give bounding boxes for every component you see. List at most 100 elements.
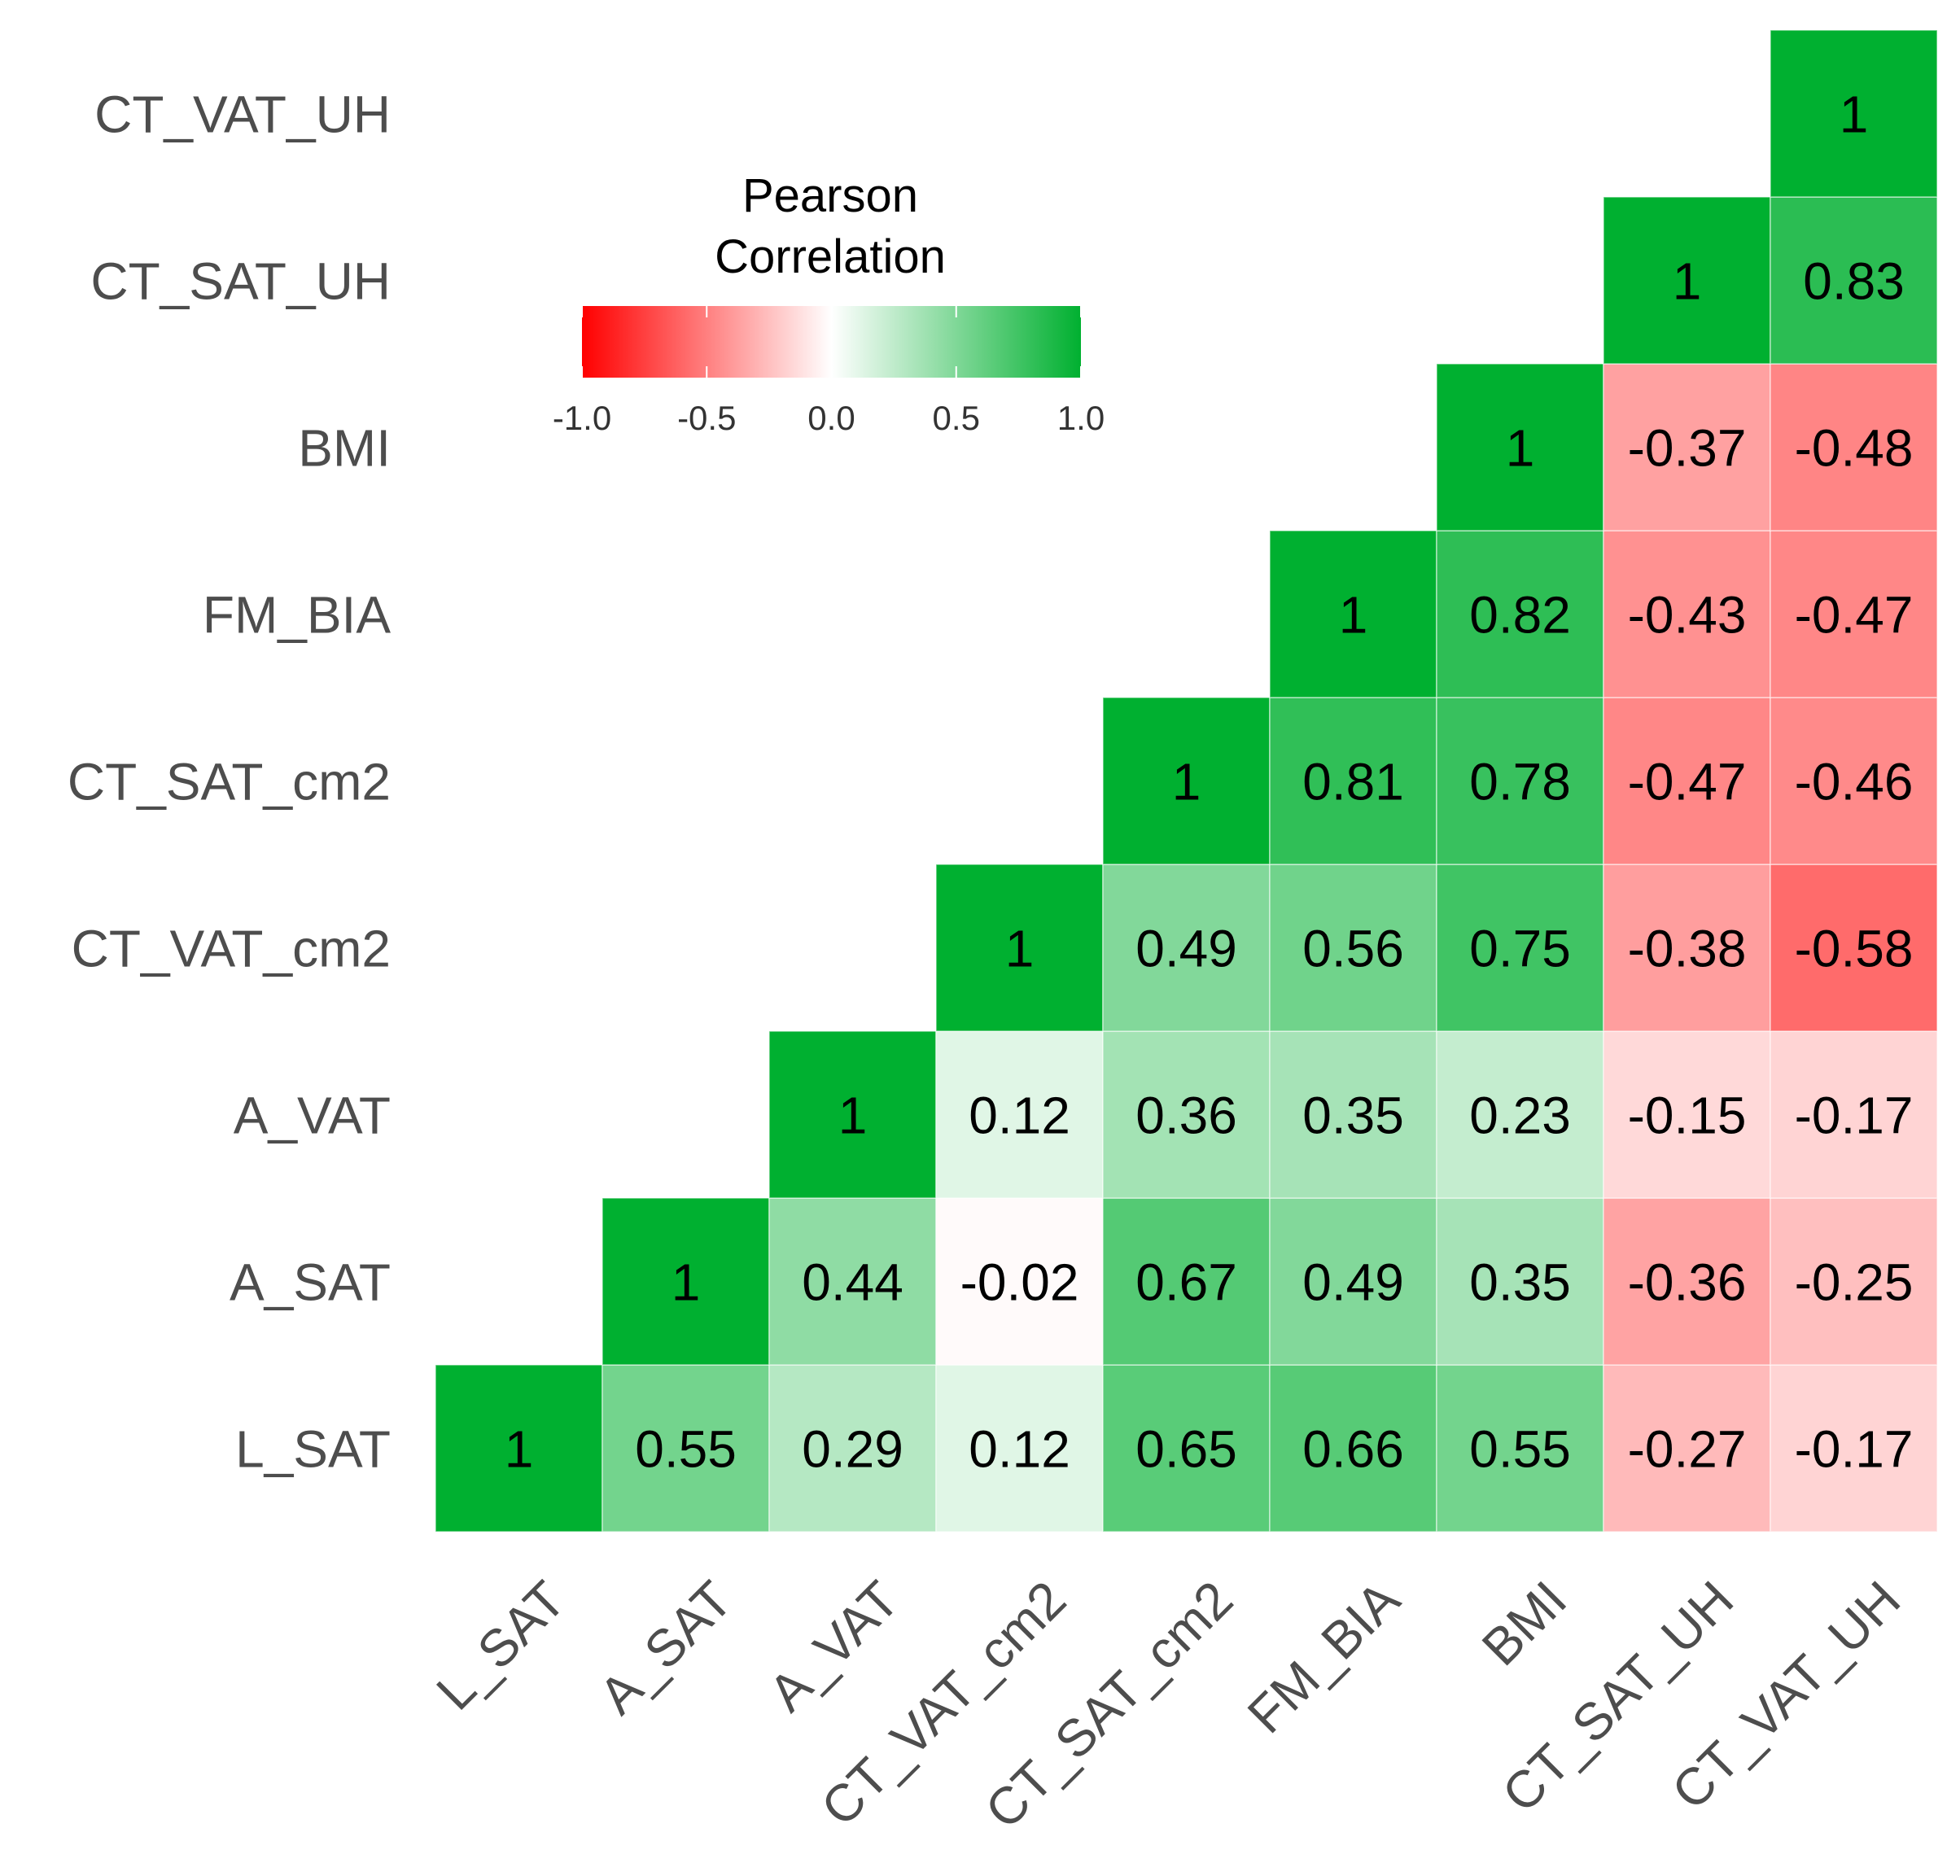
heatmap-cell-CT_VAT_cm2-CT_SAT_UH	[1603, 864, 1771, 1032]
cell-value-CT_VAT_cm2-CT_SAT_cm2: 0.49	[1135, 920, 1237, 978]
heatmap-cell-A_SAT-CT_SAT_cm2	[1102, 1197, 1271, 1366]
legend-tick-label: 1.0	[1057, 399, 1105, 437]
heatmap-cell-CT_SAT_UH-CT_SAT_UH	[1603, 196, 1771, 365]
heatmap-cell-L_SAT-CT_VAT_UH	[1770, 1364, 1938, 1533]
cell-value-A_SAT-A_SAT: 1	[672, 1253, 701, 1312]
legend-title-line-2: Correlation	[715, 230, 946, 283]
x-label-L_SAT: L_SAT	[425, 1570, 576, 1721]
heatmap-cell-A_VAT-CT_VAT_UH	[1770, 1030, 1938, 1199]
cell-value-CT_VAT_cm2-BMI: 0.75	[1469, 920, 1571, 978]
heatmap-cell-A_VAT-FM_BIA	[1269, 1030, 1437, 1199]
cell-value-A_VAT-CT_SAT_cm2: 0.36	[1135, 1087, 1237, 1145]
heatmap-cell-A_SAT-CT_VAT_UH	[1770, 1197, 1938, 1366]
y-label-CT_SAT_cm2: CT_SAT_cm2	[68, 753, 391, 811]
legend-title-line-1: Pearson	[742, 169, 918, 222]
cell-value-A_VAT-A_VAT: 1	[838, 1087, 868, 1145]
cell-value-A_SAT-FM_BIA: 0.49	[1302, 1253, 1404, 1312]
heatmap-cell-FM_BIA-CT_VAT_UH	[1770, 530, 1938, 698]
cell-value-A_VAT-BMI: 0.23	[1469, 1087, 1571, 1145]
y-label-L_SAT: L_SAT	[235, 1420, 391, 1479]
cell-value-CT_SAT_cm2-CT_VAT_UH: -0.46	[1795, 753, 1914, 811]
cell-value-L_SAT-A_SAT: 0.55	[635, 1420, 737, 1479]
cell-value-L_SAT-L_SAT: 1	[505, 1420, 534, 1479]
cell-value-CT_VAT_cm2-FM_BIA: 0.56	[1302, 920, 1404, 978]
cell-value-CT_SAT_cm2-CT_SAT_cm2: 1	[1172, 753, 1201, 811]
heatmap-cell-CT_SAT_cm2-CT_SAT_cm2	[1102, 697, 1271, 865]
x-axis-labels: L_SAT A_SAT A_VATCT_VAT_cm2CT_SAT_cm2FM_BI…	[425, 1570, 1911, 1840]
x-label-A_VAT: A_VAT	[758, 1570, 911, 1723]
cell-value-L_SAT-CT_VAT_UH: -0.17	[1795, 1420, 1914, 1479]
y-label-FM_BIA: FM_BIA	[203, 586, 391, 645]
cell-value-A_SAT-CT_VAT_cm2: -0.02	[960, 1253, 1079, 1312]
heatmap-cell-L_SAT-FM_BIA	[1269, 1364, 1437, 1533]
cell-value-L_SAT-FM_BIA: 0.66	[1302, 1420, 1404, 1479]
cell-value-CT_SAT_cm2-BMI: 0.78	[1469, 753, 1571, 811]
heatmap-cell-L_SAT-CT_VAT_cm2	[935, 1364, 1104, 1533]
heatmap-cell-FM_BIA-FM_BIA	[1269, 530, 1437, 698]
legend-tick-label: 0.0	[807, 399, 855, 437]
heatmap-cell-BMI-CT_SAT_UH	[1603, 363, 1771, 531]
cell-value-BMI-CT_VAT_UH: -0.48	[1795, 419, 1914, 478]
cell-value-BMI-BMI: 1	[1506, 419, 1535, 478]
heatmap-cell-CT_VAT_cm2-CT_VAT_UH	[1770, 864, 1938, 1032]
cell-value-CT_SAT_cm2-CT_SAT_UH: -0.47	[1628, 753, 1747, 811]
heatmap-cell-A_SAT-CT_SAT_UH	[1603, 1197, 1771, 1366]
heatmap-cell-A_SAT-CT_VAT_cm2	[935, 1197, 1104, 1366]
heatmap-cell-L_SAT-CT_SAT_UH	[1603, 1364, 1771, 1533]
cell-value-L_SAT-CT_SAT_cm2: 0.65	[1135, 1420, 1237, 1479]
cell-value-L_SAT-BMI: 0.55	[1469, 1420, 1571, 1479]
heatmap-cell-FM_BIA-BMI	[1436, 530, 1604, 698]
cell-value-A_SAT-CT_VAT_UH: -0.25	[1795, 1253, 1914, 1312]
legend-tick-label: 0.5	[933, 399, 980, 437]
cell-value-CT_VAT_cm2-CT_VAT_cm2: 1	[1005, 920, 1035, 978]
x-label-FM_BIA: FM_BIA	[1236, 1570, 1411, 1745]
heatmap-cell-labels: 1 0.55 0.29 0.12 0.65 0.66 0.55 -0.27 -0.17 1 0.44…	[505, 85, 1914, 1479]
heatmap-cell-L_SAT-BMI	[1436, 1364, 1604, 1533]
y-label-CT_VAT_cm2: CT_VAT_cm2	[72, 920, 391, 978]
heatmap-cell-CT_VAT_cm2-CT_VAT_cm2	[935, 864, 1104, 1032]
cell-value-L_SAT-A_VAT: 0.29	[802, 1420, 903, 1479]
cell-value-L_SAT-CT_SAT_UH: -0.27	[1628, 1420, 1747, 1479]
heatmap-cell-L_SAT-A_SAT	[602, 1364, 770, 1533]
y-label-A_VAT: A_VAT	[234, 1087, 391, 1145]
y-label-CT_VAT_UH: CT_VAT_UH	[94, 85, 391, 144]
cell-value-CT_VAT_cm2-CT_SAT_UH: -0.38	[1628, 920, 1747, 978]
cell-value-BMI-CT_SAT_UH: -0.37	[1628, 419, 1747, 478]
heatmap-cell-CT_SAT_cm2-CT_SAT_UH	[1603, 697, 1771, 865]
legend-color-bar	[582, 306, 1081, 378]
cell-value-A_SAT-CT_SAT_UH: -0.36	[1628, 1253, 1747, 1312]
cell-value-FM_BIA-FM_BIA: 1	[1339, 586, 1368, 645]
cell-value-A_VAT-CT_SAT_UH: -0.15	[1628, 1087, 1747, 1145]
heatmap-cell-BMI-BMI	[1436, 363, 1604, 531]
heatmap-cell-CT_VAT_UH-CT_VAT_UH	[1770, 29, 1938, 198]
heatmap-cell-A_VAT-CT_SAT_UH	[1603, 1030, 1771, 1199]
cell-value-FM_BIA-BMI: 0.82	[1469, 586, 1571, 645]
heatmap-cell-CT_VAT_cm2-FM_BIA	[1269, 864, 1437, 1032]
x-label-A_SAT: A_SAT	[588, 1570, 743, 1725]
cell-value-A_VAT-CT_VAT_UH: -0.17	[1795, 1087, 1914, 1145]
cell-value-CT_SAT_UH-CT_SAT_UH: 1	[1673, 252, 1702, 311]
legend-tick-label: -1.0	[553, 399, 611, 437]
x-label-BMI: BMI	[1471, 1570, 1577, 1677]
cell-value-CT_VAT_cm2-CT_VAT_UH: -0.58	[1795, 920, 1914, 978]
heatmap-cell-A_SAT-A_SAT	[602, 1197, 770, 1366]
y-axis-labels: L_SAT A_SAT A_VAT CT_VAT_cm2 CT_SAT_cm2 FM_BI…	[68, 85, 391, 1479]
cell-value-A_SAT-BMI: 0.35	[1469, 1253, 1571, 1312]
cell-value-L_SAT-CT_VAT_cm2: 0.12	[969, 1420, 1070, 1479]
cell-value-A_SAT-CT_SAT_cm2: 0.67	[1135, 1253, 1237, 1312]
heatmap-cell-CT_VAT_cm2-BMI	[1436, 864, 1604, 1032]
heatmap-cell-A_SAT-BMI	[1436, 1197, 1604, 1366]
heatmap-cell-A_VAT-CT_VAT_cm2	[935, 1030, 1104, 1199]
y-label-CT_SAT_UH: CT_SAT_UH	[90, 252, 391, 311]
cell-value-A_SAT-A_VAT: 0.44	[802, 1253, 903, 1312]
y-label-BMI: BMI	[298, 419, 391, 478]
cell-value-CT_SAT_UH-CT_VAT_UH: 0.83	[1803, 252, 1905, 311]
cell-value-FM_BIA-CT_SAT_UH: -0.43	[1628, 586, 1747, 645]
cell-value-A_VAT-FM_BIA: 0.35	[1302, 1087, 1404, 1145]
heatmap-cell-CT_SAT_cm2-CT_VAT_UH	[1770, 697, 1938, 865]
heatmap-cell-A_VAT-CT_SAT_cm2	[1102, 1030, 1271, 1199]
cell-value-FM_BIA-CT_VAT_UH: -0.47	[1795, 586, 1914, 645]
heatmap-cell-FM_BIA-CT_SAT_UH	[1603, 530, 1771, 698]
